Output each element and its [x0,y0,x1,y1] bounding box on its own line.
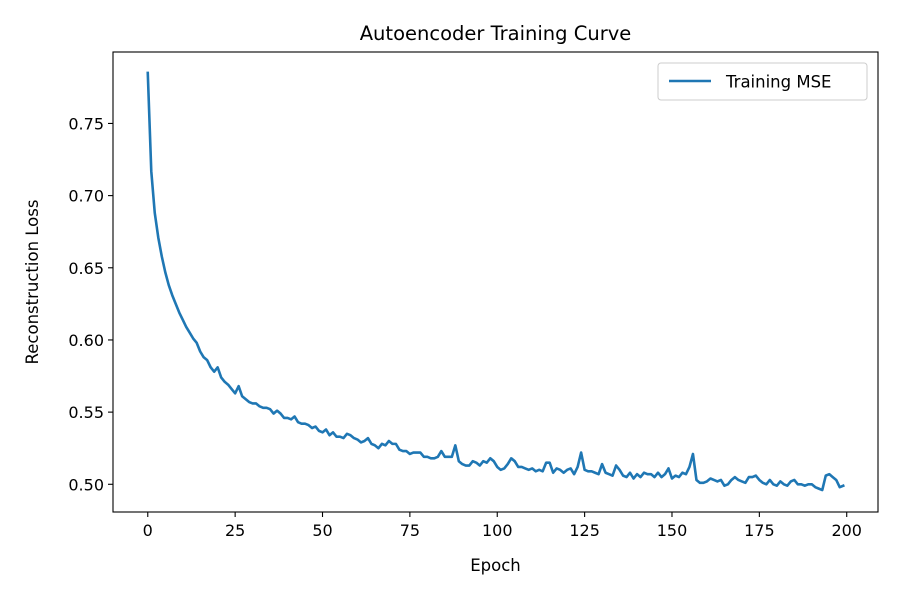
x-tick-label: 175 [744,521,775,540]
x-tick-label: 25 [225,521,245,540]
x-tick-label: 125 [569,521,600,540]
x-tick-label: 50 [312,521,332,540]
x-axis-ticks: 0 25 50 75 100 125 150 175 200 [143,512,862,540]
y-tick-label: 0.70 [68,187,104,206]
series-layer [146,71,845,492]
x-tick-label: 200 [831,521,862,540]
series-line-training-mse [146,71,845,492]
y-axis-title: Reconstruction Loss [23,200,42,365]
y-tick-label: 0.65 [68,259,104,278]
y-tick-label: 0.50 [68,475,104,494]
legend-label: Training MSE [725,73,832,92]
plot-frame [112,51,879,513]
legend-box [657,62,868,101]
y-axis-ticks: 0.50 0.55 0.60 0.65 0.70 0.75 [68,114,113,494]
x-tick-label: 150 [657,521,688,540]
chart-title: Autoencoder Training Curve [360,22,632,45]
legend: Training MSE [657,62,868,101]
plot-area [113,52,878,512]
x-tick-label: 0 [143,521,153,540]
x-tick-label: 100 [482,521,513,540]
y-tick-label: 0.55 [68,403,104,422]
y-tick-label: 0.60 [68,331,104,350]
x-tick-label: 75 [400,521,420,540]
x-axis-title: Epoch [470,556,521,575]
y-tick-label: 0.75 [68,114,104,133]
